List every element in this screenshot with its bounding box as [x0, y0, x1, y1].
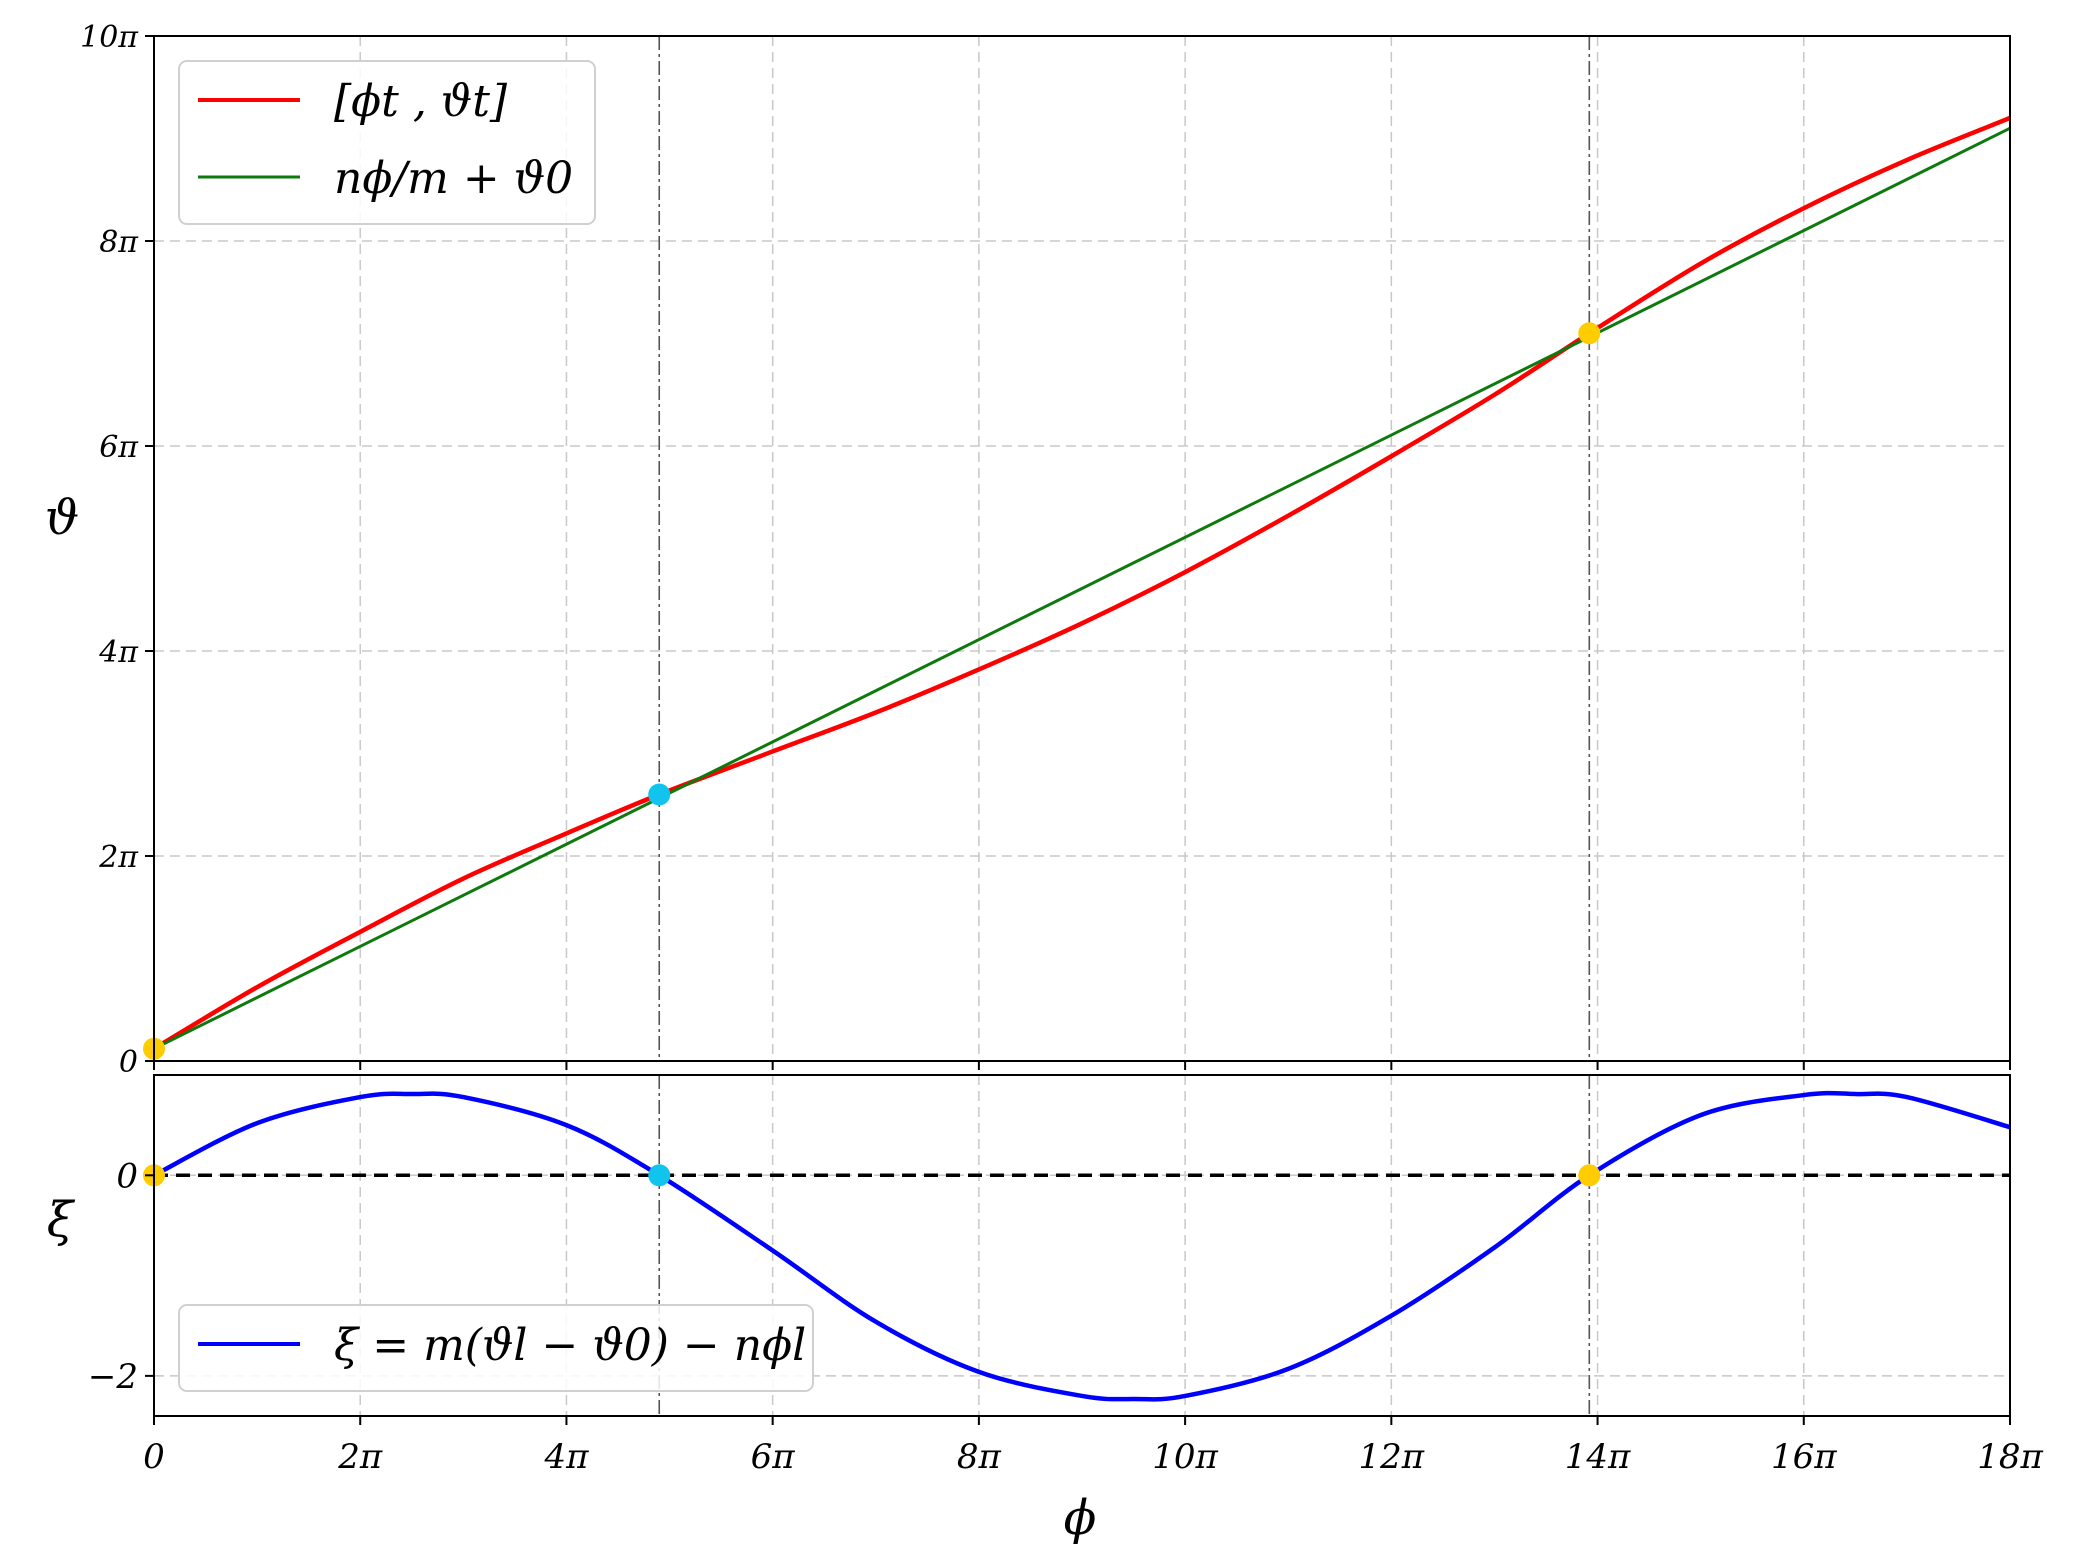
bottom-legend-box	[178, 1304, 814, 1392]
bottom-x-tick-label: 0	[143, 1437, 165, 1477]
bottom-x-tick-label: 8π	[957, 1437, 1002, 1477]
bottom-panel: 0−2 0 2π 4π 6π 8π 10π 12π 14π 16π 18π ξ ϕ ξ = m(ϑ…	[47, 1074, 2043, 1546]
bottom-x-tick-label: 4π	[543, 1437, 589, 1477]
top-vertical-markers	[658, 36, 1591, 1061]
bottom-x-tick-label: 2π	[337, 1437, 383, 1477]
top-y-tick-label: 10π	[80, 20, 139, 55]
bottom-x-tick-label: 12π	[1359, 1437, 1425, 1477]
bottom-x-tick-label: 18π	[1977, 1437, 2043, 1477]
top-y-tick-label: 0	[119, 1045, 138, 1080]
top-y-tick-label: 2π	[98, 840, 139, 875]
bottom-point	[648, 1164, 671, 1187]
legend-label-xi: ξ = m(ϑl − ϑ0) − nϕl	[334, 1320, 806, 1371]
top-y-axis-label: ϑ	[45, 490, 79, 546]
bottom-point	[1578, 1164, 1601, 1187]
top-y-tick-label: 4π	[98, 635, 139, 670]
top-series-line-linear-fit	[154, 126, 2010, 1051]
bottom-series-lines	[154, 1090, 2010, 1402]
bottom-y-tick-label: −2	[88, 1357, 138, 1397]
bottom-points	[143, 1164, 1601, 1187]
bottom-x-tick-label: 10π	[1152, 1437, 1218, 1477]
legend-label-trajectory: [ϕt , ϑt]	[334, 76, 508, 127]
bottom-y-ticks: 0 −2	[88, 1156, 154, 1397]
top-y-tick-label: 6π	[99, 430, 139, 465]
top-axes-frame	[153, 35, 2011, 1062]
top-points	[143, 322, 1601, 1060]
bottom-series-line-xi	[154, 1090, 2010, 1402]
top-point	[1578, 322, 1601, 345]
top-panel: 0 2π 4π 6π 8π 10π ϑ [ϕt , ϑt] nϕ/m + ϑ0	[45, 20, 2011, 1080]
bottom-axes-frame	[153, 1074, 2011, 1417]
bottom-x-ticks: 0 2π 4π 6π 8π 10π 12π 14π 16π 18π	[143, 1416, 2043, 1477]
bottom-y-tick-label: 0	[116, 1156, 138, 1196]
top-series-lines	[154, 115, 2010, 1051]
bottom-x-tick-label: 6π	[751, 1437, 796, 1477]
top-point	[648, 783, 671, 806]
x-axis-label: ϕ	[1064, 1490, 1097, 1546]
top-y-tick-label: 8π	[99, 225, 139, 260]
top-grid	[154, 36, 2010, 1061]
top-x-ticks	[153, 1061, 2011, 1070]
top-y-ticks: 0 2π 4π 6π 8π 10π	[80, 20, 154, 1080]
top-legend: [ϕt , ϑt] nϕ/m + ϑ0	[178, 60, 596, 225]
bottom-x-tick-label: 14π	[1565, 1437, 1631, 1477]
bottom-legend: ξ = m(ϑl − ϑ0) − nϕl	[178, 1304, 814, 1392]
legend-label-linear-fit: nϕ/m + ϑ0	[334, 153, 573, 204]
top-series-line-trajectory	[154, 115, 2010, 1051]
bottom-x-tick-label: 16π	[1771, 1437, 1837, 1477]
bottom-y-axis-label: ξ	[47, 1192, 76, 1248]
